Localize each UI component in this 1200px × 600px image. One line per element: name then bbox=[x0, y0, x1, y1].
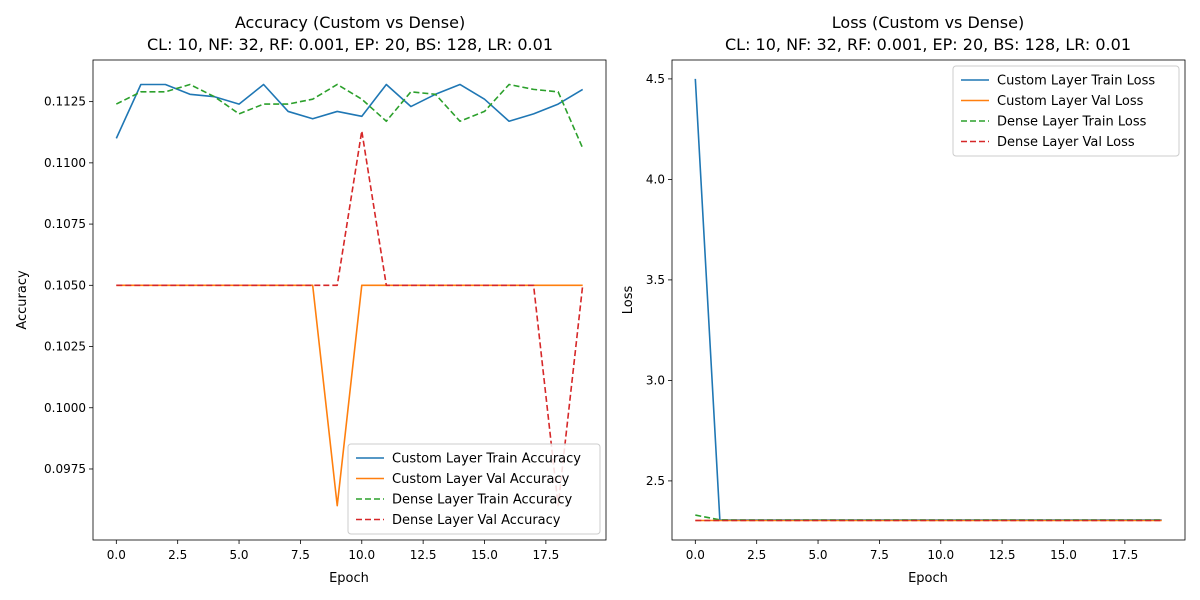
accuracy-series-line-0 bbox=[115, 83, 584, 139]
accuracy-x-tick-label: 5.0 bbox=[229, 548, 248, 562]
loss-x-tick-label: 10.0 bbox=[927, 548, 954, 562]
accuracy-legend-label-3: Dense Layer Val Accuracy bbox=[392, 513, 561, 528]
accuracy-y-tick-label: 0.1050 bbox=[44, 278, 86, 292]
loss-legend-box bbox=[952, 65, 1180, 157]
accuracy-x-tick-label: 15.0 bbox=[471, 548, 498, 562]
accuracy-legend-label-1: Custom Layer Val Accuracy bbox=[392, 472, 570, 487]
loss-x-tick-label: 7.5 bbox=[870, 548, 889, 562]
loss-y-tick-label: 4.0 bbox=[646, 172, 665, 186]
loss-y-axis-label: Loss bbox=[621, 286, 636, 315]
accuracy-y-tick-label: 0.1125 bbox=[44, 95, 86, 109]
accuracy-y-tick-label: 0.0975 bbox=[44, 462, 86, 476]
loss-y-tick-label: 4.5 bbox=[646, 72, 665, 86]
loss-x-tick-label: 2.5 bbox=[747, 548, 766, 562]
loss-y-tick-label: 3.5 bbox=[646, 273, 665, 287]
loss-x-tick-label: 5.0 bbox=[808, 548, 827, 562]
accuracy-chart: Accuracy (Custom vs Dense) CL: 10, NF: 3… bbox=[15, 13, 607, 586]
accuracy-series-group bbox=[115, 83, 584, 507]
loss-series-group bbox=[694, 78, 1162, 522]
loss-x-tick-label: 17.5 bbox=[1112, 548, 1139, 562]
loss-x-axis-label: Epoch bbox=[908, 571, 948, 586]
loss-x-tick-label: 0.0 bbox=[686, 548, 705, 562]
accuracy-x-tick-label: 0.0 bbox=[107, 548, 126, 562]
loss-x-tick-label: 12.5 bbox=[989, 548, 1016, 562]
accuracy-series-line-3 bbox=[116, 130, 584, 507]
accuracy-x-axis-label: Epoch bbox=[329, 571, 369, 586]
accuracy-title-line1: Accuracy (Custom vs Dense) bbox=[235, 13, 465, 32]
accuracy-x-tick-label: 7.5 bbox=[291, 548, 310, 562]
loss-axes-frame bbox=[671, 59, 1186, 541]
accuracy-legend-label-2: Dense Layer Train Accuracy bbox=[392, 493, 573, 508]
accuracy-x-tick-label: 2.5 bbox=[168, 548, 187, 562]
accuracy-y-tick-label: 0.1100 bbox=[44, 156, 86, 170]
accuracy-legend-label-0: Custom Layer Train Accuracy bbox=[392, 452, 581, 467]
loss-chart: Loss (Custom vs Dense) CL: 10, NF: 32, R… bbox=[621, 13, 1186, 586]
loss-y-tick-label: 3.0 bbox=[646, 373, 665, 387]
accuracy-x-tick-label: 17.5 bbox=[533, 548, 560, 562]
accuracy-x-tick-label: 12.5 bbox=[410, 548, 437, 562]
accuracy-y-axis-label: Accuracy bbox=[15, 270, 30, 330]
loss-x-tick-label: 15.0 bbox=[1050, 548, 1077, 562]
loss-title-line1: Loss (Custom vs Dense) bbox=[832, 13, 1024, 32]
loss-legend-label-2: Dense Layer Train Loss bbox=[997, 115, 1147, 130]
accuracy-y-tick-label: 0.1075 bbox=[44, 217, 86, 231]
accuracy-title-line2: CL: 10, NF: 32, RF: 0.001, EP: 20, BS: 1… bbox=[147, 35, 553, 54]
accuracy-y-tick-label: 0.1000 bbox=[44, 401, 86, 415]
loss-legend-label-3: Dense Layer Val Loss bbox=[997, 135, 1135, 150]
loss-title-line2: CL: 10, NF: 32, RF: 0.001, EP: 20, BS: 1… bbox=[725, 35, 1131, 54]
loss-legend-label-0: Custom Layer Train Loss bbox=[997, 74, 1155, 89]
accuracy-series-line-2 bbox=[115, 83, 584, 149]
loss-legend-label-1: Custom Layer Val Loss bbox=[997, 94, 1144, 109]
accuracy-y-tick-label: 0.1025 bbox=[44, 340, 86, 354]
accuracy-legend: Custom Layer Train Accuracy Custom Layer … bbox=[347, 443, 601, 535]
accuracy-x-tick-label: 10.0 bbox=[348, 548, 375, 562]
loss-legend: Custom Layer Train Loss Custom Layer Val … bbox=[952, 65, 1180, 157]
loss-y-tick-label: 2.5 bbox=[646, 474, 665, 488]
accuracy-legend-box bbox=[347, 443, 601, 535]
accuracy-axes-frame bbox=[92, 59, 607, 541]
